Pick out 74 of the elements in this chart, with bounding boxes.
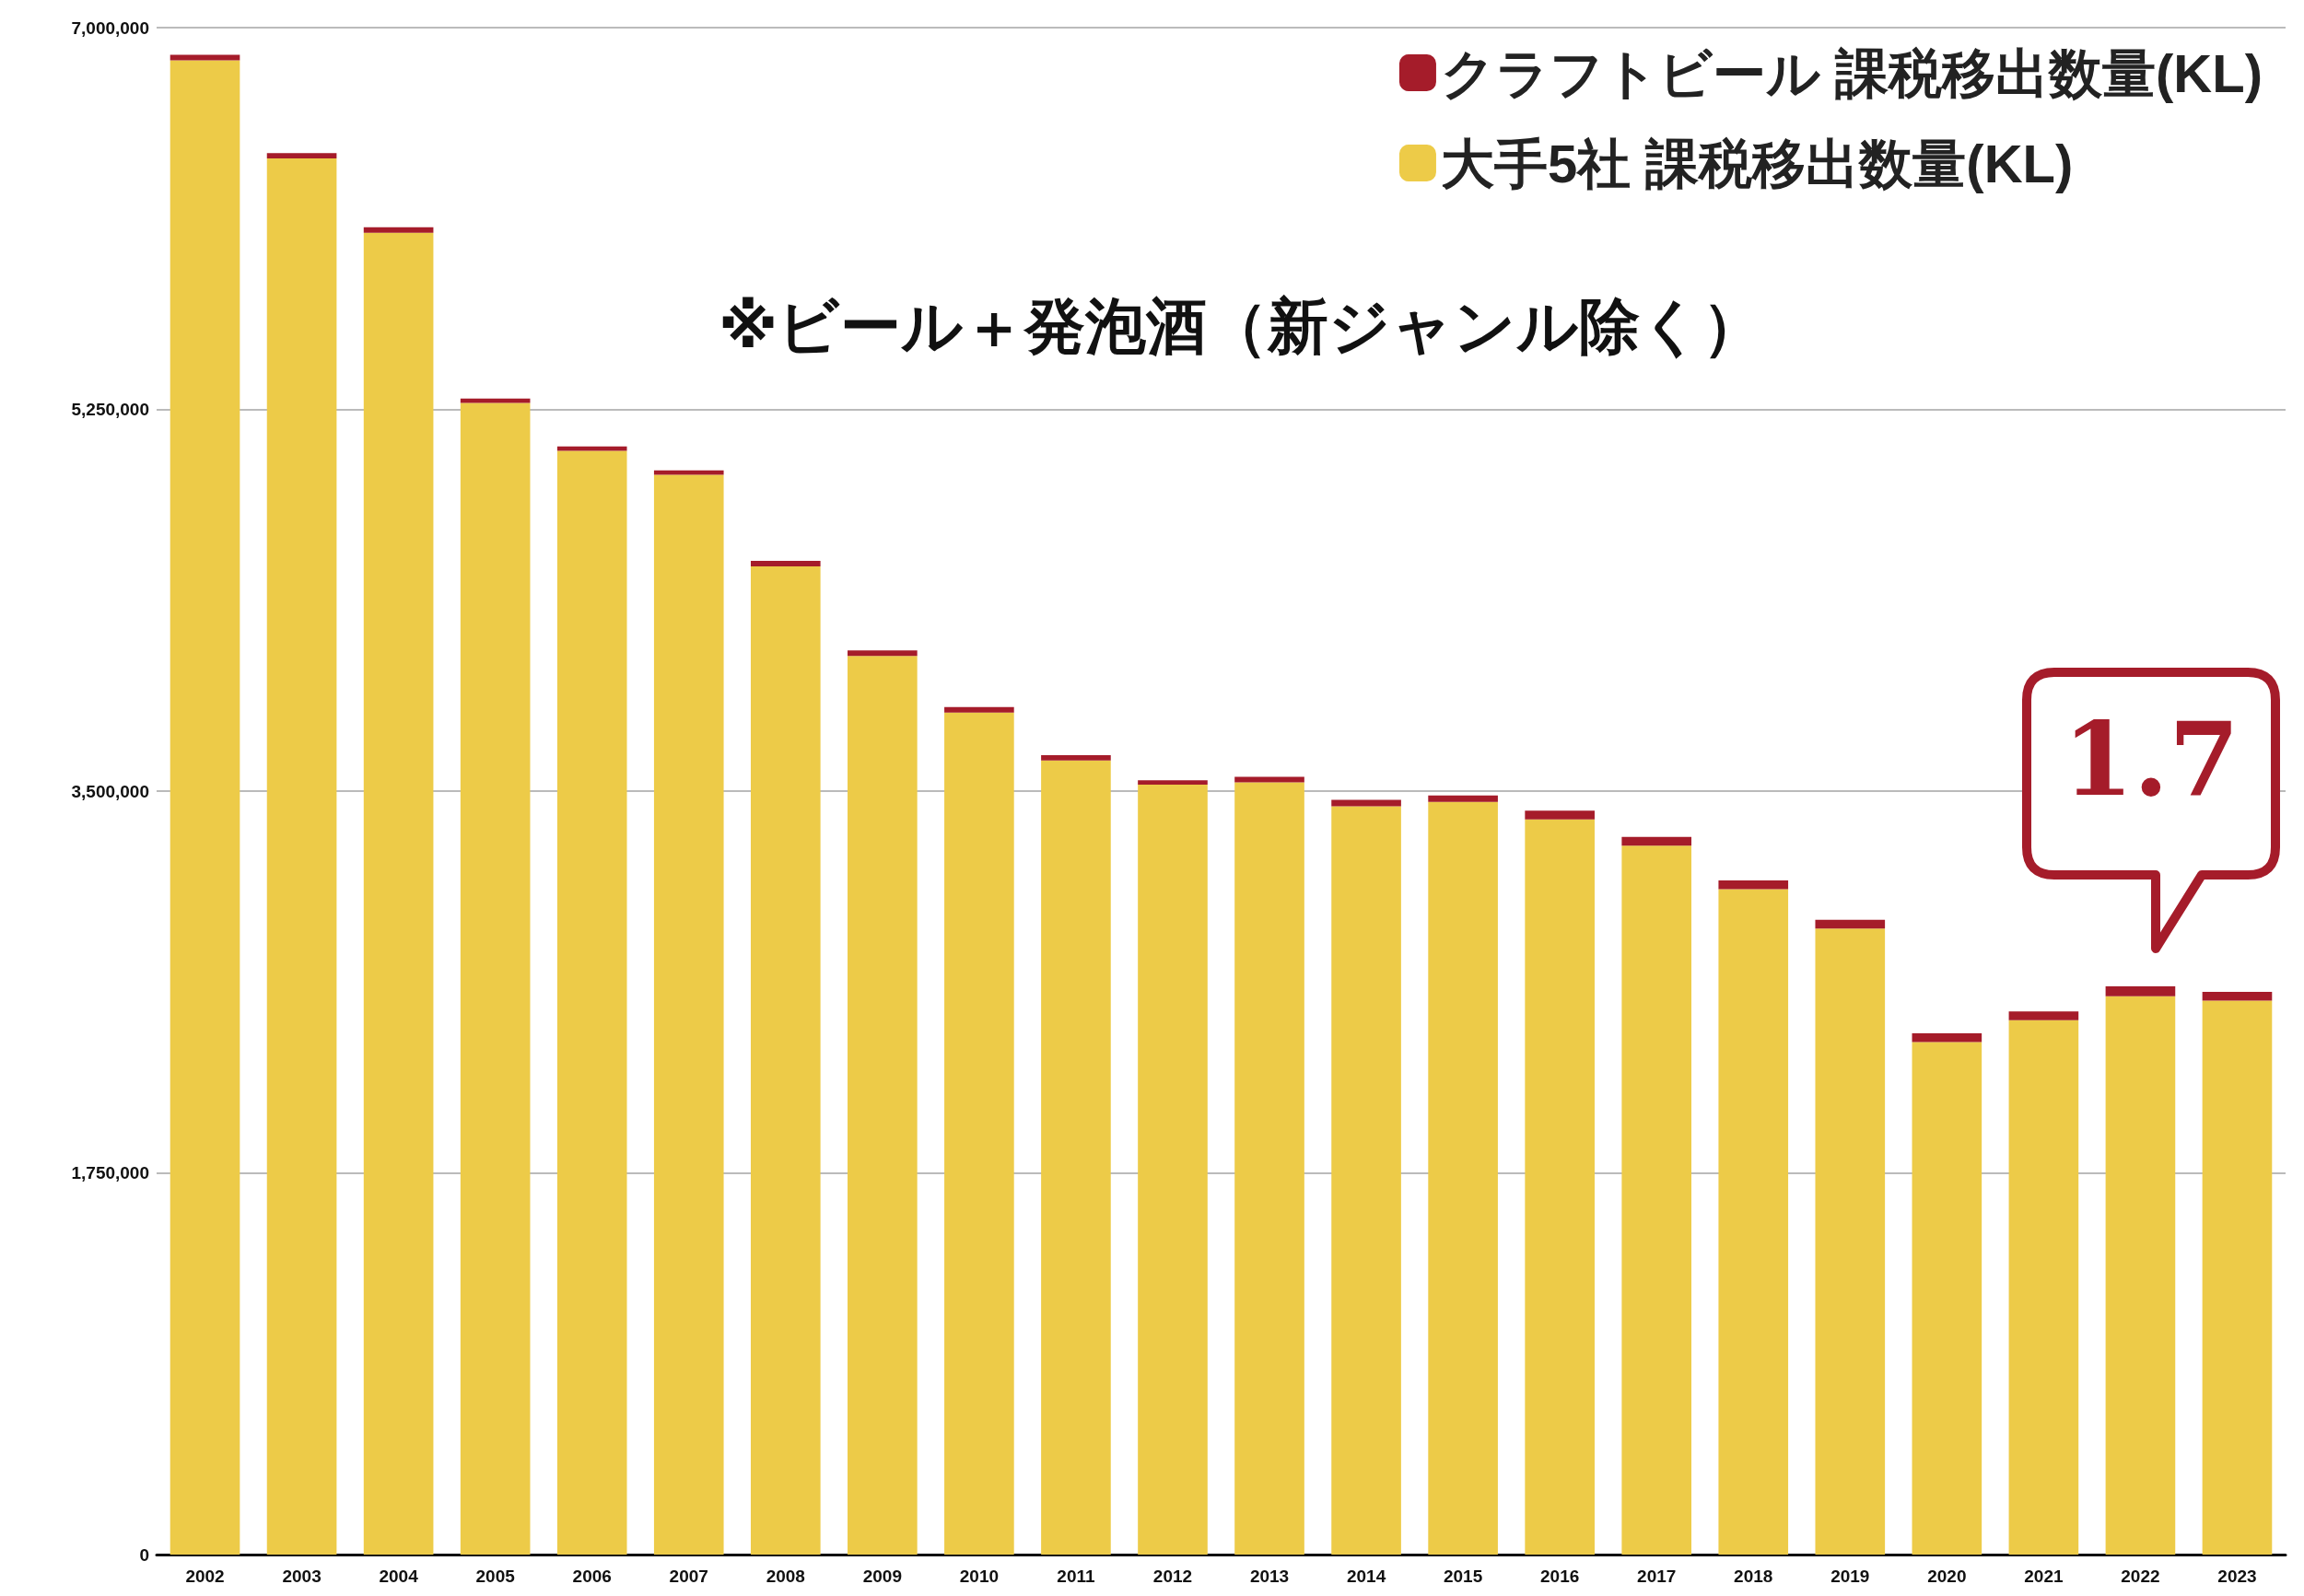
y-tick-label: 0 bbox=[139, 1544, 149, 1565]
bar bbox=[653, 474, 724, 1555]
bar bbox=[1331, 806, 1401, 1555]
bar bbox=[2008, 1019, 2079, 1555]
bar bbox=[653, 470, 724, 475]
bar bbox=[2105, 996, 2176, 1555]
bar bbox=[556, 450, 627, 1555]
bar bbox=[1815, 919, 1886, 929]
x-tick-label: 2005 bbox=[475, 1567, 516, 1586]
y-tick-label: 3,500,000 bbox=[71, 781, 149, 801]
bar bbox=[170, 54, 240, 61]
bar bbox=[1718, 889, 1789, 1555]
bar bbox=[1041, 754, 1111, 761]
bar bbox=[266, 153, 337, 159]
x-tick-label: 2002 bbox=[185, 1567, 225, 1586]
x-tick-label: 2022 bbox=[2121, 1567, 2160, 1586]
bar bbox=[2105, 985, 2176, 996]
x-tick-label: 2011 bbox=[1057, 1567, 1095, 1586]
y-tick-label: 7,000,000 bbox=[71, 17, 149, 38]
bar bbox=[363, 232, 434, 1555]
x-tick-label: 2008 bbox=[766, 1567, 805, 1586]
bar bbox=[1815, 928, 1886, 1555]
bar bbox=[363, 227, 434, 233]
x-tick-label: 2010 bbox=[959, 1567, 1000, 1586]
bar bbox=[848, 656, 918, 1555]
bar bbox=[1912, 1042, 1982, 1555]
y-tick-label: 5,250,000 bbox=[71, 400, 149, 419]
x-tick-label: 2004 bbox=[379, 1567, 419, 1586]
bar bbox=[1621, 845, 1692, 1555]
bar bbox=[1138, 780, 1208, 785]
bar bbox=[848, 650, 918, 657]
x-tick-label: 2007 bbox=[669, 1567, 708, 1586]
x-tick-label: 2014 bbox=[1346, 1567, 1386, 1586]
legend-label: クラフトビール 課税移出数量(KL) bbox=[1440, 42, 2263, 103]
x-tick-label: 2013 bbox=[1249, 1567, 1290, 1586]
bar bbox=[1525, 810, 1595, 820]
x-tick-label: 2017 bbox=[1637, 1567, 1677, 1586]
x-tick-label: 2023 bbox=[2217, 1567, 2257, 1586]
bar bbox=[1912, 1032, 1982, 1043]
bar bbox=[944, 706, 1014, 713]
bar bbox=[266, 158, 337, 1555]
bar bbox=[1234, 782, 1304, 1555]
bar bbox=[556, 446, 627, 451]
bar bbox=[1718, 880, 1789, 890]
legend-label: 大手5社 課税移出数量(KL) bbox=[1440, 133, 2074, 193]
x-tick-label: 2021 bbox=[2024, 1567, 2064, 1586]
bar bbox=[2202, 991, 2273, 1001]
bar bbox=[944, 712, 1014, 1555]
bar bbox=[2202, 1000, 2273, 1555]
bar bbox=[1138, 784, 1208, 1555]
annotation: ※ビール＋発泡酒（新ジャンル除く） bbox=[719, 290, 1764, 364]
x-tick-label: 2006 bbox=[572, 1567, 612, 1586]
bar bbox=[1234, 776, 1304, 783]
y-tick-label: 1,750,000 bbox=[71, 1163, 149, 1182]
x-tick-label: 2018 bbox=[1734, 1567, 1773, 1586]
x-tick-label: 2015 bbox=[1443, 1567, 1483, 1586]
x-tick-label: 2003 bbox=[282, 1567, 322, 1586]
x-tick-label: 2012 bbox=[1152, 1567, 1193, 1586]
bar bbox=[750, 566, 821, 1555]
bar bbox=[1428, 801, 1498, 1555]
x-tick-label: 2009 bbox=[862, 1567, 902, 1586]
x-tick-label: 2019 bbox=[1830, 1567, 1870, 1586]
bar bbox=[750, 561, 821, 567]
annotation: 1.7 bbox=[2062, 700, 2240, 819]
bar bbox=[460, 402, 531, 1555]
bar bbox=[2008, 1011, 2079, 1020]
x-tick-label: 2020 bbox=[1927, 1567, 1967, 1586]
x-tick-label: 2016 bbox=[1540, 1567, 1580, 1586]
bar bbox=[1428, 795, 1498, 802]
bar bbox=[1525, 819, 1595, 1555]
bar bbox=[1621, 836, 1692, 846]
bar bbox=[1041, 760, 1111, 1555]
bar bbox=[170, 60, 240, 1555]
bar bbox=[1331, 799, 1401, 807]
